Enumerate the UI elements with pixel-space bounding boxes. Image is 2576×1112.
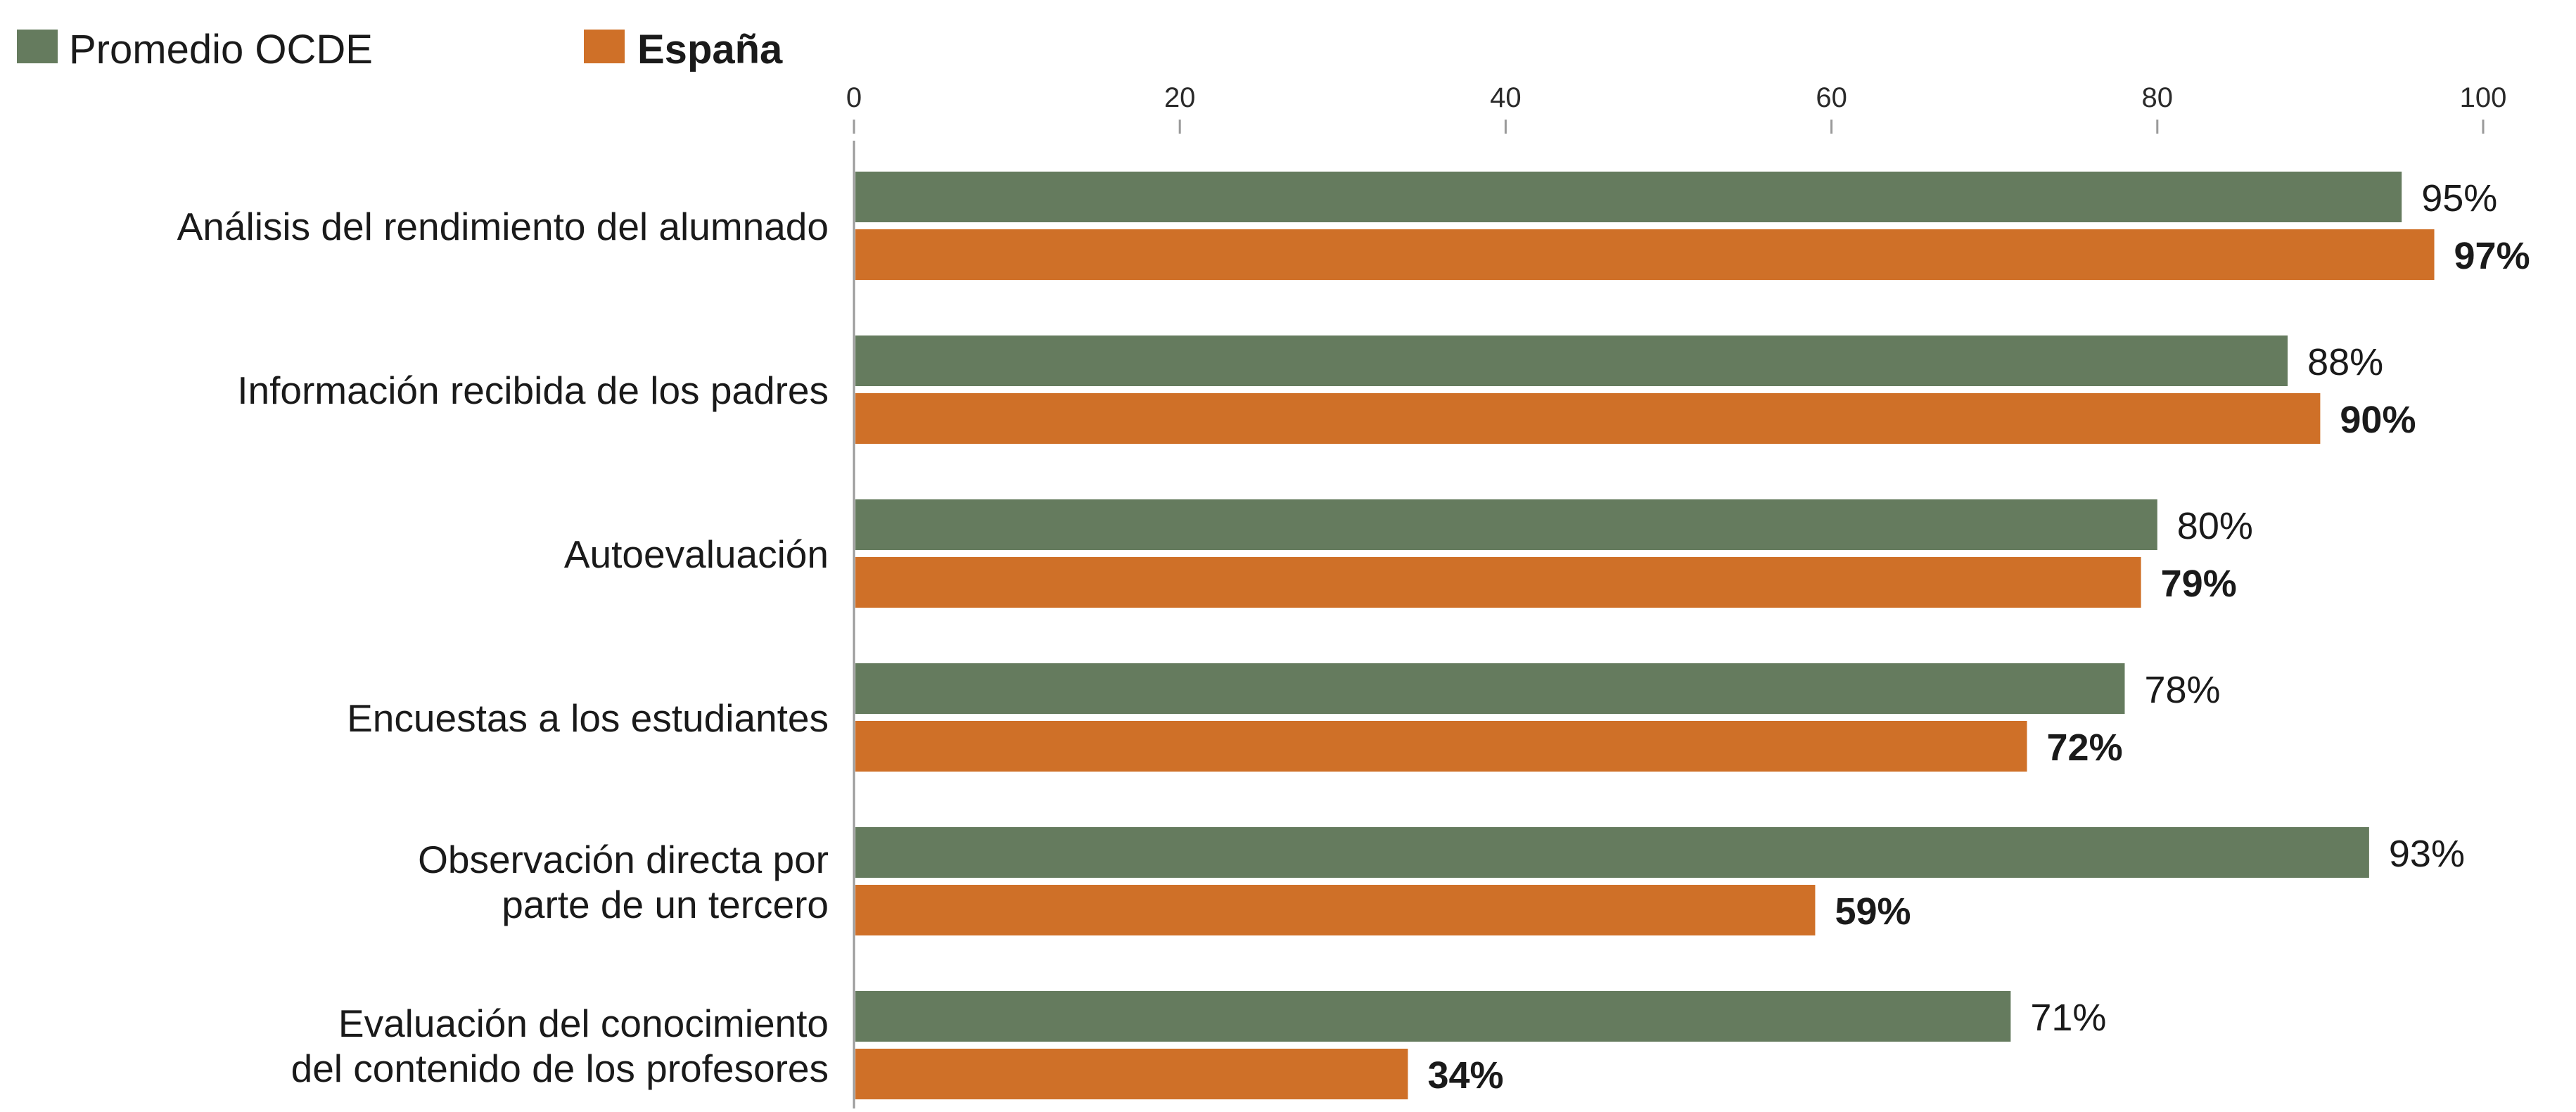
bar-ocde (855, 991, 2011, 1042)
bar-espana (855, 1049, 1408, 1099)
data-labels: 95% 97% 88% 90% 80% 79% 78% 72% 93% 59% 71% 34% (1427, 177, 2530, 1097)
category-label: Autoevaluación (564, 532, 829, 576)
data-label-espana: 72% (2047, 727, 2123, 769)
category-label: Información recibida de los padres (237, 369, 829, 412)
bar-espana (855, 393, 2321, 444)
x-tick-label: 20 (1164, 82, 1196, 113)
category-label-line: Observación directa por (418, 838, 829, 881)
category-label-line: Autoevaluación (564, 532, 829, 576)
category-label: Encuestas a los estudiantes (347, 696, 829, 740)
data-label-ocde: 88% (2307, 341, 2383, 383)
data-label-ocde: 93% (2389, 833, 2465, 875)
category-label-line: Encuestas a los estudiantes (347, 696, 829, 740)
data-label-ocde: 95% (2421, 177, 2497, 219)
bar-espana (855, 721, 2027, 772)
bar-ocde (855, 663, 2125, 714)
data-label-espana: 97% (2454, 235, 2530, 277)
legend: Promedio OCDE España (17, 27, 783, 72)
bars (855, 172, 2435, 1099)
bar-ocde (855, 499, 2157, 550)
x-tick-label: 40 (1490, 82, 1522, 113)
data-label-espana: 34% (1427, 1054, 1503, 1097)
category-label-line: parte de un tercero (502, 883, 829, 926)
legend-label-2: España (637, 27, 783, 72)
x-tick-label: 60 (1816, 82, 1847, 113)
data-label-ocde: 71% (2030, 997, 2106, 1039)
category-label-line: del contenido de los profesores (291, 1047, 829, 1090)
bar-ocde (855, 335, 2288, 386)
bar-ocde (855, 827, 2369, 878)
data-label-espana: 59% (1835, 890, 1911, 933)
bar-ocde (855, 172, 2402, 222)
x-tick-label: 0 (846, 82, 862, 113)
data-label-espana: 79% (2161, 563, 2237, 605)
legend-swatch-1 (17, 30, 58, 63)
category-label-line: Evaluación del conocimiento (338, 1002, 829, 1045)
bar-espana (855, 229, 2435, 280)
category-label: Observación directa por parte de un terce… (418, 838, 829, 926)
data-label-ocde: 78% (2144, 669, 2220, 711)
category-label: Análisis del rendimiento del alumnado (177, 205, 829, 248)
x-axis: 0 20 40 60 80 100 (846, 82, 2507, 1108)
legend-swatch-2 (584, 30, 625, 63)
data-label-ocde: 80% (2177, 505, 2253, 547)
x-tick-label: 80 (2142, 82, 2174, 113)
data-label-espana: 90% (2340, 399, 2416, 441)
category-label-line: Análisis del rendimiento del alumnado (177, 205, 829, 248)
category-label: Evaluación del conocimiento del contenido… (291, 1002, 829, 1090)
bar-espana (855, 557, 2141, 608)
bar-espana (855, 885, 1816, 935)
x-tick-label: 100 (2460, 82, 2507, 113)
category-labels: Análisis del rendimiento del alumnado Inf… (177, 205, 829, 1090)
category-label-line: Información recibida de los padres (237, 369, 829, 412)
legend-label-1: Promedio OCDE (69, 27, 373, 72)
